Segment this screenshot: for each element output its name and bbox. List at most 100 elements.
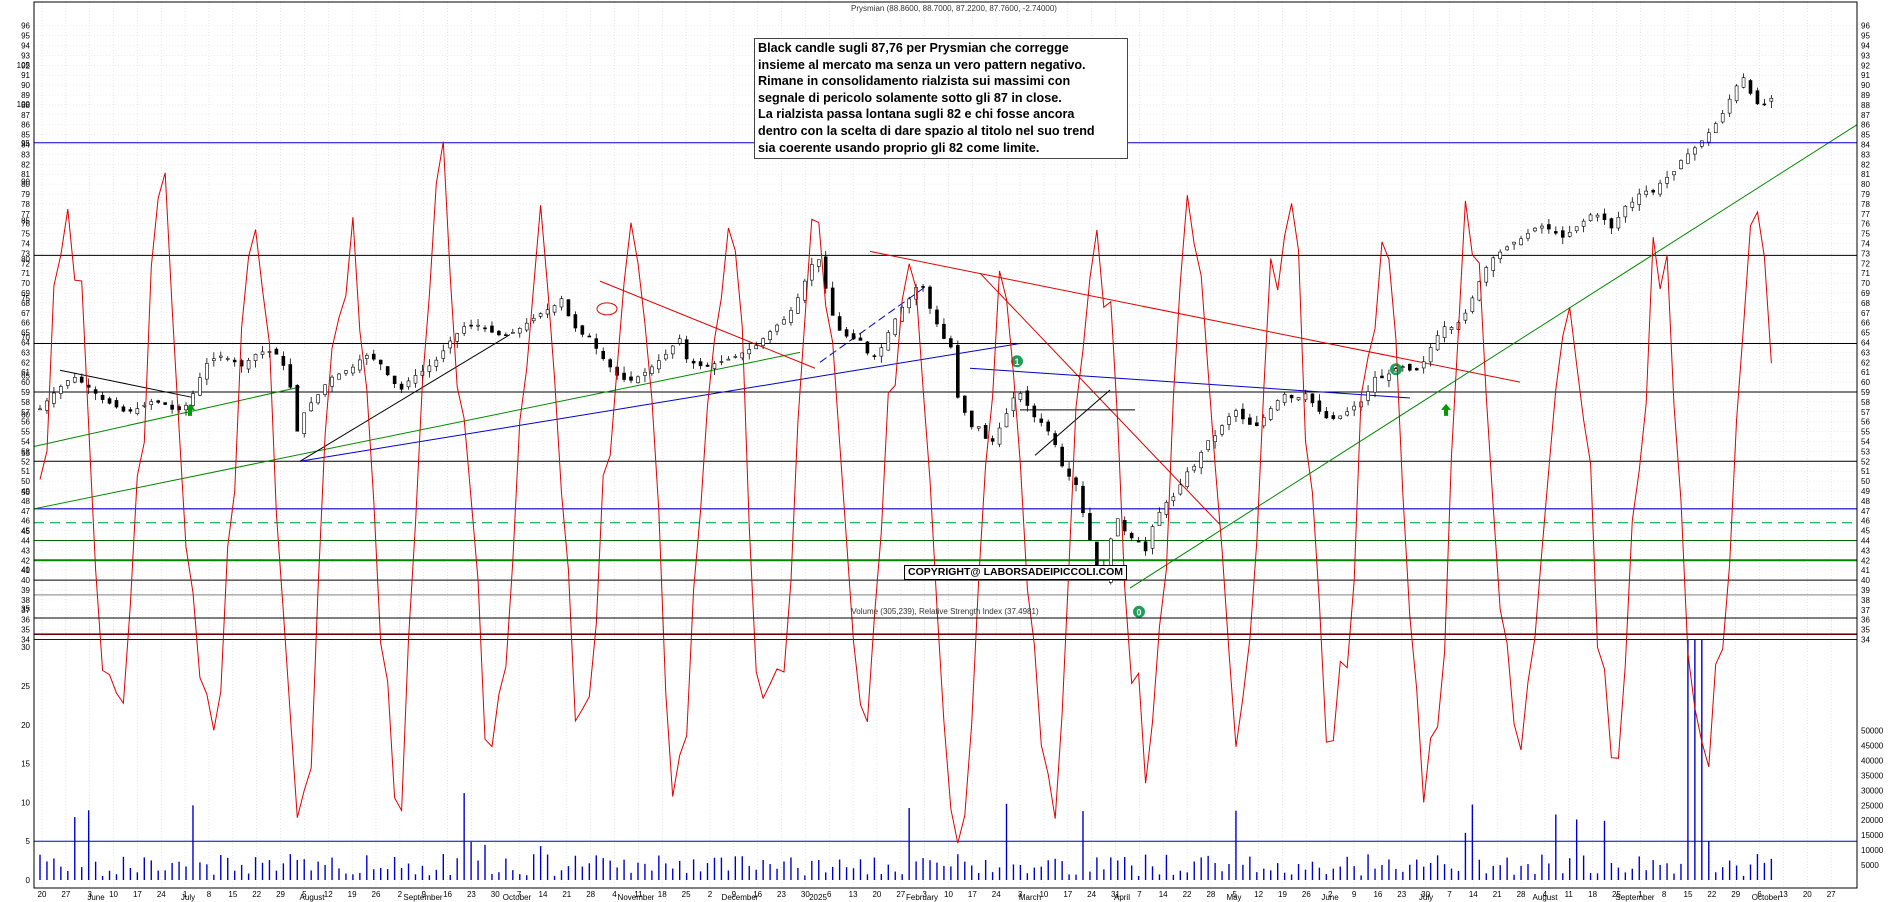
x-day-tick-label: 5 <box>302 890 307 899</box>
candle-body <box>218 355 223 358</box>
y-tick-label-left: 42 <box>21 556 30 565</box>
y-tick-label-right: 49 <box>1861 487 1870 496</box>
candle-body <box>531 317 536 322</box>
candle-body <box>253 353 258 361</box>
y-tick-label-left: 65 <box>21 329 30 338</box>
x-day-tick-label: 6 <box>827 890 832 899</box>
x-day-tick-label: 4 <box>612 890 617 899</box>
candle-body <box>517 328 522 334</box>
x-day-tick-label: 21 <box>562 890 571 899</box>
volume-tick-label: 35000 <box>1861 771 1884 780</box>
candle-body <box>1686 153 1690 164</box>
y-tick-label-right: 47 <box>1861 507 1870 516</box>
candle-body <box>956 345 960 398</box>
volume-tick-label: 10000 <box>1861 846 1884 855</box>
candle-body <box>260 351 265 355</box>
x-day-tick-label: 13 <box>1779 890 1788 899</box>
candle-body <box>281 356 286 366</box>
x-day-tick-label: 16 <box>1373 890 1382 899</box>
x-day-tick-label: 17 <box>133 890 142 899</box>
y-tick-label-right: 53 <box>1861 447 1870 456</box>
candle-body <box>622 372 626 380</box>
x-month-label: June <box>87 893 105 902</box>
marker-label: 1 <box>1014 357 1019 367</box>
y-tick-label-right: 50 <box>1861 477 1870 486</box>
candle-body <box>935 309 939 325</box>
rsi-tick-label: 95 <box>21 139 30 148</box>
x-day-tick-label: 1 <box>183 890 188 899</box>
y-tick-label-left: 73 <box>21 249 30 258</box>
candle-body <box>448 340 453 349</box>
y-tick-label-right: 81 <box>1861 170 1870 179</box>
rsi-tick-label: 80 <box>21 255 30 264</box>
y-tick-label-left: 56 <box>21 418 30 427</box>
candle-body <box>928 286 932 309</box>
candle-body <box>1449 327 1454 330</box>
rsi-tick-label: 65 <box>21 372 30 381</box>
candle-body <box>59 386 63 394</box>
y-tick-label-right: 73 <box>1861 249 1870 258</box>
candle-body <box>907 298 911 309</box>
y-tick-label-left: 34 <box>21 636 30 645</box>
candle-body <box>52 392 56 404</box>
candle-body <box>385 366 390 376</box>
x-month-label: August <box>300 893 326 902</box>
candle-body <box>1331 415 1336 419</box>
x-month-label: April <box>1114 893 1130 902</box>
candle-body <box>1616 216 1621 229</box>
x-day-tick-label: 31 <box>1111 890 1120 899</box>
candle-body <box>1366 391 1370 401</box>
y-tick-label-right: 68 <box>1861 299 1870 308</box>
y-tick-label-left: 93 <box>21 51 30 60</box>
candle-body <box>1004 413 1009 428</box>
note-line: segnale di pericolo solamente sotto gli … <box>758 90 1062 105</box>
x-day-tick-label: 23 <box>1397 890 1406 899</box>
candle-body <box>983 425 988 439</box>
candle-body <box>636 376 640 384</box>
numbered-marker <box>1011 355 1023 368</box>
x-day-tick-label: 22 <box>1707 890 1716 899</box>
y-tick-label-right: 39 <box>1861 586 1870 595</box>
y-tick-label-left: 45 <box>21 527 30 536</box>
trend-line <box>1129 124 1858 589</box>
candle-body <box>344 370 348 374</box>
y-tick-label-right: 56 <box>1861 418 1870 427</box>
y-tick-label-left: 55 <box>21 428 30 437</box>
volume-tick-label: 40000 <box>1861 756 1884 765</box>
candle-body <box>1672 171 1676 176</box>
rsi-tick-label: 5 <box>26 837 31 846</box>
candle-body <box>1081 485 1085 514</box>
x-day-tick-label: 26 <box>1302 890 1311 899</box>
candle-body <box>1164 502 1169 515</box>
candle-body <box>886 332 891 351</box>
candle-body <box>420 370 425 376</box>
y-tick-label-left: 88 <box>21 101 30 110</box>
y-tick-label-right: 82 <box>1861 160 1870 169</box>
x-day-tick-label: 30 <box>491 890 500 899</box>
candle-body <box>38 408 42 411</box>
indicator-chart-title: Volume (305,239), Relative Strength Inde… <box>851 607 1039 616</box>
candle-body <box>79 376 84 383</box>
y-tick-label-right: 54 <box>1861 438 1870 447</box>
y-tick-label-left: 68 <box>21 299 30 308</box>
y-tick-label-right: 35 <box>1861 626 1870 635</box>
x-day-tick-label: 14 <box>1159 890 1168 899</box>
candle-body <box>1727 98 1732 114</box>
x-day-tick-label: 2 <box>708 890 713 899</box>
y-tick-label-left: 64 <box>21 339 30 348</box>
y-tick-label-left: 67 <box>21 309 30 318</box>
candle-body <box>1435 335 1440 351</box>
trend-line <box>33 386 301 447</box>
candle-body <box>608 359 612 368</box>
candle-body <box>1046 421 1051 432</box>
y-tick-label-right: 34 <box>1861 636 1870 645</box>
x-day-tick-label: 9 <box>732 890 737 899</box>
y-tick-label-right: 66 <box>1861 319 1870 328</box>
candle-body <box>976 426 981 429</box>
y-tick-label-right: 57 <box>1861 408 1870 417</box>
x-day-tick-label: 6 <box>1757 890 1762 899</box>
candle-body <box>1289 394 1294 399</box>
rsi-tick-label: 50 <box>21 488 30 497</box>
y-tick-label-left: 54 <box>21 438 30 447</box>
